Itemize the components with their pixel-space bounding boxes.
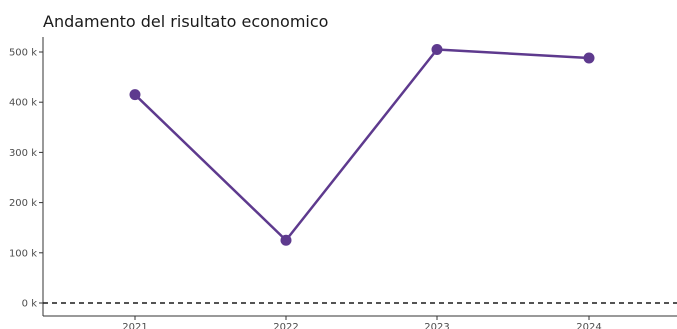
y-tick-label: 300 k	[9, 148, 37, 159]
data-point-2023	[431, 43, 443, 55]
data-point-2021	[129, 89, 141, 101]
y-tick-label: 0 k	[22, 299, 38, 310]
data-point-2022	[280, 234, 292, 246]
series-line	[134, 48, 590, 242]
x-tick-label: 2023	[424, 322, 449, 329]
y-tick-label: 100 k	[9, 248, 37, 259]
x-tick-label: 2022	[273, 322, 298, 329]
chart-title: Andamento del risultato economico	[43, 12, 328, 31]
y-tick-label: 400 k	[9, 98, 37, 109]
y-tick-label: 200 k	[9, 198, 37, 209]
series-layer	[129, 43, 595, 246]
y-axis-ticks: 0 k 100 k 200 k 300 k 400 k 500 k	[9, 48, 43, 310]
x-tick-label: 2021	[122, 322, 147, 329]
y-tick-label: 500 k	[9, 48, 37, 59]
x-axis-ticks: 2021 2022 2023 2024	[122, 316, 602, 329]
data-point-2024	[583, 52, 595, 64]
x-tick-label: 2024	[576, 322, 601, 329]
